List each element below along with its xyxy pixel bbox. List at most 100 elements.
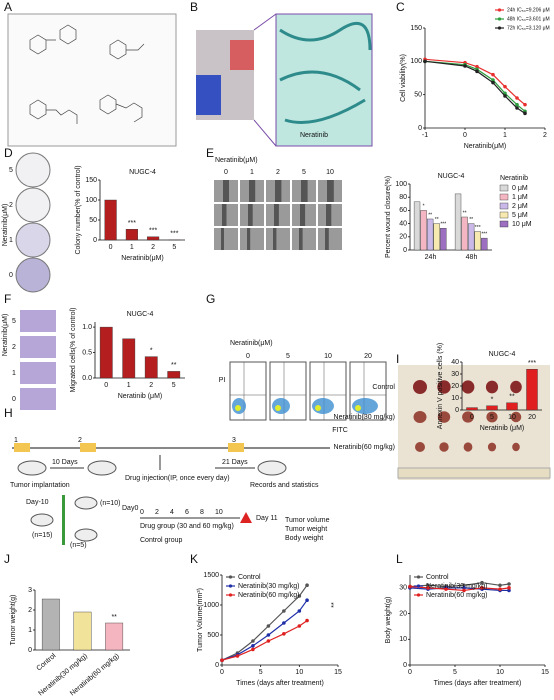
dish-label: 2 (9, 202, 13, 209)
tumor (461, 380, 475, 394)
tumor (486, 411, 498, 423)
y-tick-label: 1500 (203, 572, 219, 579)
y-tick-label: 100 (85, 197, 97, 204)
mouse (74, 528, 98, 542)
point (305, 583, 309, 587)
y-tick-label: 20 (451, 383, 459, 390)
legend-label: 48h IC₅₀=3.601 μM (507, 16, 550, 22)
x-axis-label: Neratinib(μM) (121, 255, 164, 262)
row-label: Neratinib(30 mg/kg) (334, 414, 395, 421)
point (408, 584, 412, 589)
legend-swatch (499, 220, 509, 228)
point (523, 102, 527, 107)
y-axis-label: Tumor Volume(mm³) (197, 588, 204, 652)
bar (167, 371, 181, 379)
y-tick-label: 50 (89, 217, 97, 224)
point (266, 624, 271, 628)
y-axis-label: Body weight(g) (385, 597, 392, 644)
bar (427, 218, 434, 251)
flow-x-label: FITC (332, 427, 348, 434)
x-tick-label: 0 (104, 382, 108, 389)
bar (466, 407, 478, 411)
point (491, 72, 495, 77)
bar (486, 405, 498, 411)
x-tick-label: 24h (425, 254, 437, 261)
tumors (413, 380, 522, 452)
timepoint-label: 3 (232, 437, 236, 444)
significance: ** (111, 614, 117, 621)
tumor (487, 442, 497, 452)
column-label: 10 (324, 353, 332, 360)
legend-marker (228, 575, 233, 579)
wound-image (214, 228, 238, 250)
point (251, 647, 255, 652)
x-tick-label: 5 (172, 382, 176, 389)
point (475, 69, 479, 74)
bar (468, 223, 475, 251)
bar (125, 228, 138, 241)
day-tick: 8 (200, 509, 204, 516)
tumor (415, 442, 425, 452)
migration-image (20, 310, 56, 332)
y-tick-label: 0 (455, 407, 459, 414)
group-label: Control group (140, 537, 183, 544)
y-axis-label: Migrated cells(% of control) (70, 308, 77, 393)
bar (105, 622, 124, 651)
y-tick-label: 0.0 (82, 375, 92, 382)
point (475, 64, 479, 69)
y-tick-label: 80 (399, 194, 407, 201)
bar (526, 369, 538, 411)
point (305, 598, 309, 602)
wound-image (318, 228, 342, 250)
mouse (17, 460, 47, 476)
wound-gap (248, 204, 253, 226)
point (515, 102, 519, 107)
y-tick-label: 30 (399, 585, 407, 592)
legend-label: Neratinib(60 mg/kg) (426, 592, 487, 599)
tumor (439, 442, 449, 452)
migration-image (20, 388, 56, 410)
x-tick-label: 5 (259, 669, 263, 676)
ligand-label: Neratinib (300, 132, 328, 139)
point (463, 64, 467, 68)
y-axis-label: Annexin V positive cells (%) (437, 343, 444, 429)
legend-label: 72h IC₅₀=3.120 μM (507, 25, 550, 31)
molecule (109, 39, 145, 60)
migration-image (20, 362, 56, 384)
x-tick-label: -1 (422, 132, 428, 139)
legend-label: 1 μM (512, 194, 528, 201)
day-tick: 2 (155, 509, 159, 516)
bar (461, 216, 468, 251)
y-tick-label: 3 (28, 587, 32, 594)
point (426, 586, 430, 590)
panel-label: B (190, 0, 198, 14)
duration-label: 10 Days (52, 459, 78, 466)
bar (413, 201, 421, 251)
chart-title: NUGC-4 (489, 351, 516, 358)
point (480, 580, 484, 585)
molecule (99, 94, 143, 123)
significance: *** (528, 360, 536, 367)
tumor (512, 442, 520, 452)
wound-gap (273, 228, 277, 250)
significance: ** (435, 217, 439, 223)
y-tick-label: 0 (403, 662, 407, 669)
duration-label: 21 Days (222, 459, 248, 466)
point (503, 84, 507, 89)
point (266, 639, 271, 643)
legend-marker (416, 593, 421, 597)
point (297, 609, 302, 613)
point (444, 587, 448, 591)
legend-marker (228, 584, 233, 588)
images-title: Neratinib(μM) (215, 157, 258, 164)
column-label: 10 (326, 169, 334, 176)
legend-label: 10 μM (512, 221, 532, 228)
y-tick-label: 100 (395, 181, 407, 188)
y-tick-label: 0 (93, 237, 97, 244)
bar (99, 326, 113, 379)
surface-region (230, 40, 254, 70)
y-tick-label: 1.0 (82, 324, 92, 331)
x-tick-label: 0 (470, 414, 474, 421)
day-label: Day0 (122, 505, 138, 512)
x-tick-label: 0 (109, 244, 113, 251)
